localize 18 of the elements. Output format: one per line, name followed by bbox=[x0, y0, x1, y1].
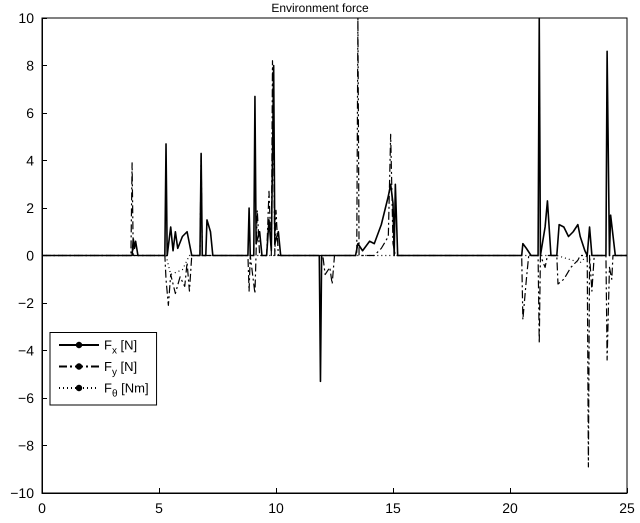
y-tick-label: 0 bbox=[26, 248, 34, 264]
x-tick-label: 10 bbox=[268, 500, 284, 516]
x-tick-label: 25 bbox=[619, 500, 635, 516]
y-tick-label: −2 bbox=[18, 295, 34, 311]
y-tick-label: −4 bbox=[18, 342, 34, 358]
y-tick-label: 10 bbox=[18, 10, 34, 26]
y-tick-label: −6 bbox=[18, 390, 34, 406]
x-tick-label: 0 bbox=[38, 500, 46, 516]
y-tick-label: 4 bbox=[26, 152, 34, 168]
y-tick-label: −10 bbox=[10, 485, 34, 501]
x-tick-label: 20 bbox=[502, 500, 518, 516]
y-tick-label: 2 bbox=[26, 200, 34, 216]
y-tick-label: 6 bbox=[26, 105, 34, 121]
x-tick-label: 15 bbox=[385, 500, 401, 516]
chart-title: Environment force bbox=[271, 1, 370, 15]
y-tick-label: 8 bbox=[26, 58, 34, 74]
x-tick-label: 5 bbox=[155, 500, 164, 516]
y-tick-label: −8 bbox=[18, 438, 34, 454]
